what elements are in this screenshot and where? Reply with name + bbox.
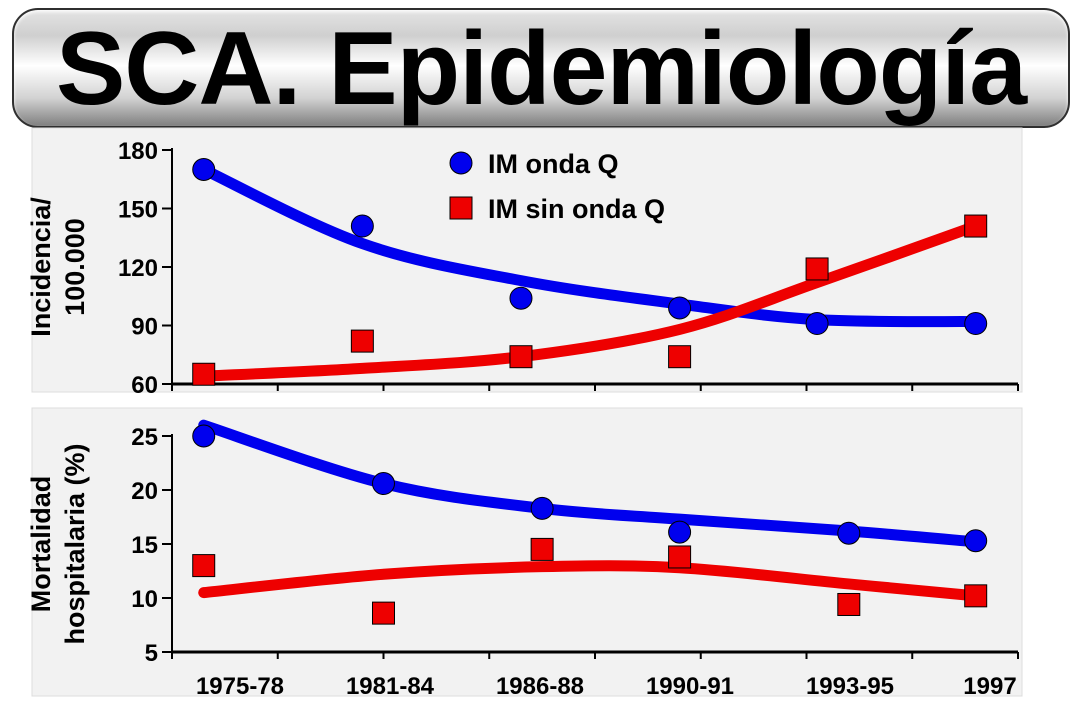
data-point-square xyxy=(350,329,374,353)
x-tick-label: 1990-91 xyxy=(646,673,734,700)
legend-marker-circle xyxy=(449,151,473,175)
y-tick-label: 15 xyxy=(131,532,158,559)
x-tick-label: 1986-88 xyxy=(496,673,584,700)
y-tick-label: 150 xyxy=(118,197,158,224)
data-point-circle xyxy=(964,529,988,553)
data-point-circle xyxy=(668,520,692,544)
data-point-circle xyxy=(192,158,216,181)
y-axis-label: 100.000 xyxy=(60,218,90,316)
y-tick-label: 180 xyxy=(118,138,158,165)
panel-background xyxy=(31,407,1023,697)
y-axis-label: hospitalaria (%) xyxy=(60,443,90,644)
y-tick-label: 60 xyxy=(131,372,158,399)
data-point-square xyxy=(668,345,692,369)
slide-title: SCA. Epidemiología xyxy=(55,11,1027,127)
x-tick-label: 1993-95 xyxy=(806,673,894,700)
data-point-square xyxy=(509,345,533,369)
red-trend-line xyxy=(198,220,982,382)
y-tick-label: 120 xyxy=(118,255,158,282)
y-tick-label: 25 xyxy=(131,424,158,451)
data-point-circle xyxy=(964,312,988,336)
y-tick-label: 10 xyxy=(131,586,158,613)
blue-trend-line xyxy=(198,164,982,328)
data-point-circle xyxy=(837,521,861,545)
data-point-circle xyxy=(668,296,692,320)
x-tick-label: 1975-78 xyxy=(196,673,284,700)
data-point-square xyxy=(837,592,861,616)
x-tick-label: 1981-84 xyxy=(346,673,435,700)
y-tick-label: 20 xyxy=(131,478,158,505)
data-point-circle xyxy=(530,496,554,520)
data-point-square xyxy=(964,214,988,238)
data-point-square xyxy=(668,545,692,569)
y-tick-label: 5 xyxy=(145,640,158,667)
data-point-circle xyxy=(805,312,829,336)
y-axis-label: Mortalidad xyxy=(26,476,56,613)
legend-label: IM onda Q xyxy=(488,149,619,179)
legend-marker-square xyxy=(449,196,473,220)
x-tick-label: 1997 xyxy=(963,673,1016,700)
y-axis-label: Incidencia/ xyxy=(26,197,56,337)
data-point-square xyxy=(805,257,829,281)
data-point-square xyxy=(964,584,988,608)
data-point-square xyxy=(530,537,554,561)
legend-label: IM sin onda Q xyxy=(488,194,665,224)
data-point-circle xyxy=(509,286,533,310)
y-tick-label: 90 xyxy=(131,314,158,341)
data-point-circle xyxy=(192,424,216,448)
data-point-square xyxy=(192,362,216,386)
title-banner: SCA. Epidemiología xyxy=(12,8,1070,128)
data-point-circle xyxy=(350,214,374,238)
red-trend-line xyxy=(198,560,982,602)
data-point-square xyxy=(192,554,216,578)
data-point-circle xyxy=(372,472,395,496)
data-point-square xyxy=(372,601,395,625)
